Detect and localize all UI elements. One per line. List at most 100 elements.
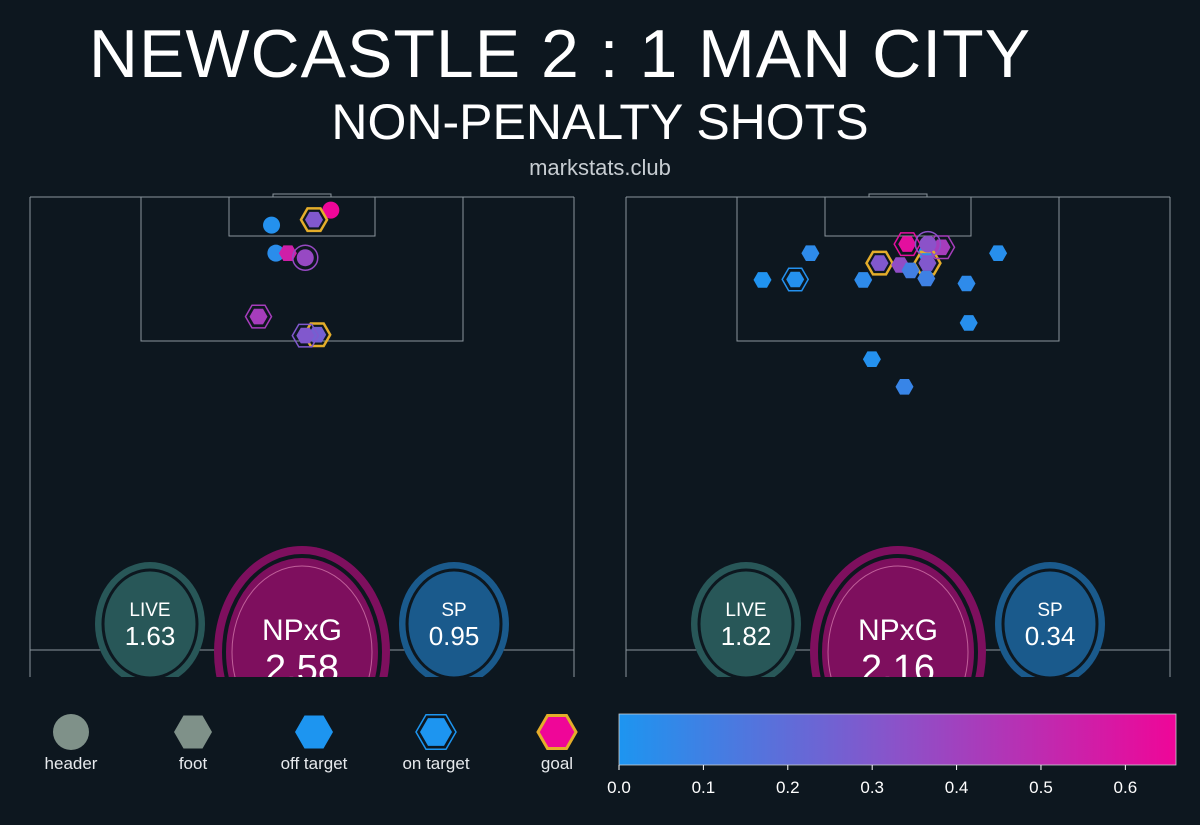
legend-item-foot: foot (174, 715, 212, 773)
legend: header foot off target on target goal (45, 713, 578, 773)
colorbar-tick-label: 0.3 (860, 778, 884, 797)
colorbar-tick-label: 0.6 (1114, 778, 1138, 797)
live-badge-ring (101, 568, 199, 677)
live-badge-outer (691, 562, 801, 677)
goal-ring (865, 250, 894, 276)
colorbar-tick-label: 0.0 (607, 778, 631, 797)
npxg-value: 2.16 (861, 648, 935, 690)
sp-badge-outer (399, 562, 509, 677)
site-credit: markstats.club (529, 155, 671, 180)
goal (868, 193, 928, 198)
sp-value: 0.34 (1025, 621, 1076, 651)
shot-marker (322, 201, 340, 219)
match-title: NEWCASTLE 2 : 1 MAN CITY (88, 16, 1032, 92)
header-shot-dot (322, 201, 340, 219)
shot-marker (865, 250, 894, 276)
goal-ring (299, 207, 329, 233)
shot-marker (801, 245, 820, 261)
chart-subtitle: NON-PENALTY SHOTS (331, 94, 869, 150)
npxg-badge-inner-ring (231, 565, 373, 677)
npxg-label: NPxG (262, 614, 342, 647)
on-target-ring (893, 232, 922, 257)
shot-marker (901, 262, 920, 279)
foot-shot-dot (296, 327, 315, 344)
shot-marker (862, 351, 881, 367)
shot-marker (753, 272, 772, 288)
shot-marker (854, 272, 873, 288)
on-target-ring (914, 230, 942, 258)
live-badge-outer (95, 562, 205, 677)
foot-shot-dot (895, 379, 914, 395)
foot-shot-dot (898, 236, 917, 252)
legend-label: goal (541, 754, 573, 773)
off-target-symbol (295, 715, 333, 749)
shot-marker (893, 232, 922, 257)
shot-marker (895, 379, 914, 395)
foot-shot-dot (989, 245, 1008, 261)
sp-label: SP (1037, 600, 1062, 621)
npxg-badge-ring (222, 554, 382, 677)
live-label: LIVE (725, 600, 766, 621)
colorbar-tick-label: 0.4 (945, 778, 969, 797)
foot-shot-dot (854, 272, 873, 288)
header-shot-dot (263, 216, 281, 234)
header-shot-dot (919, 235, 937, 253)
shot-marker (244, 304, 273, 329)
foot-symbol (174, 715, 212, 749)
on-target-ring (292, 244, 319, 271)
legend-label: header (45, 754, 98, 773)
header-shot-dot (267, 244, 285, 262)
foot-shot-dot (957, 275, 976, 292)
colorbar-tick-label: 0.5 (1029, 778, 1053, 797)
colorbar-tick-label: 0.1 (692, 778, 716, 797)
colorbar-tick-label: 0.2 (776, 778, 800, 797)
sp-badge-ring (1001, 568, 1099, 677)
npxg-label: NPxG (858, 614, 938, 647)
goal-symbol (536, 714, 578, 750)
legend-item-on-target: on target (402, 713, 470, 773)
six-yard-box (824, 196, 972, 237)
on-target-ring (291, 323, 320, 348)
foot-shot-dot (801, 245, 820, 261)
shot-marker (299, 207, 329, 233)
shot-marker (917, 270, 936, 287)
on-target-symbol (420, 718, 452, 746)
sp-value: 0.95 (429, 621, 480, 651)
shot-marker (292, 244, 319, 271)
shot-marker (781, 267, 810, 292)
foot-shot-dot (959, 315, 978, 331)
shot-marker (291, 323, 320, 348)
legend-item-goal: goal (536, 714, 578, 773)
sp-badge-outer (995, 562, 1105, 677)
foot-shot-dot (932, 239, 951, 256)
npxg-badge-outer (214, 546, 390, 677)
foot-shot-dot (305, 211, 323, 228)
sp-label: SP (441, 600, 466, 621)
shots (753, 230, 1008, 395)
legend-label: off target (281, 754, 348, 773)
shot-marker (914, 230, 942, 258)
shot-marker (989, 245, 1008, 261)
live-value: 1.63 (125, 621, 176, 651)
legend-label: on target (402, 754, 469, 773)
header-shot-dot (296, 249, 314, 267)
header-symbol (53, 714, 89, 750)
foot-shot-dot (870, 255, 889, 271)
shot-marker (267, 244, 285, 262)
colorbar-gradient (618, 713, 1177, 766)
sp-badge-ring (405, 568, 503, 677)
foot-shot-dot (249, 308, 268, 325)
foot-shot-dot (786, 271, 805, 288)
shots (244, 201, 340, 348)
shot-marker (957, 275, 976, 292)
foot-shot-dot (753, 272, 772, 288)
on-target-ring (244, 304, 273, 329)
foot-shot-dot (917, 270, 936, 287)
legend-item-header: header (45, 714, 98, 773)
foot-shot-dot (901, 262, 920, 279)
foot-shot-dot (862, 351, 881, 367)
